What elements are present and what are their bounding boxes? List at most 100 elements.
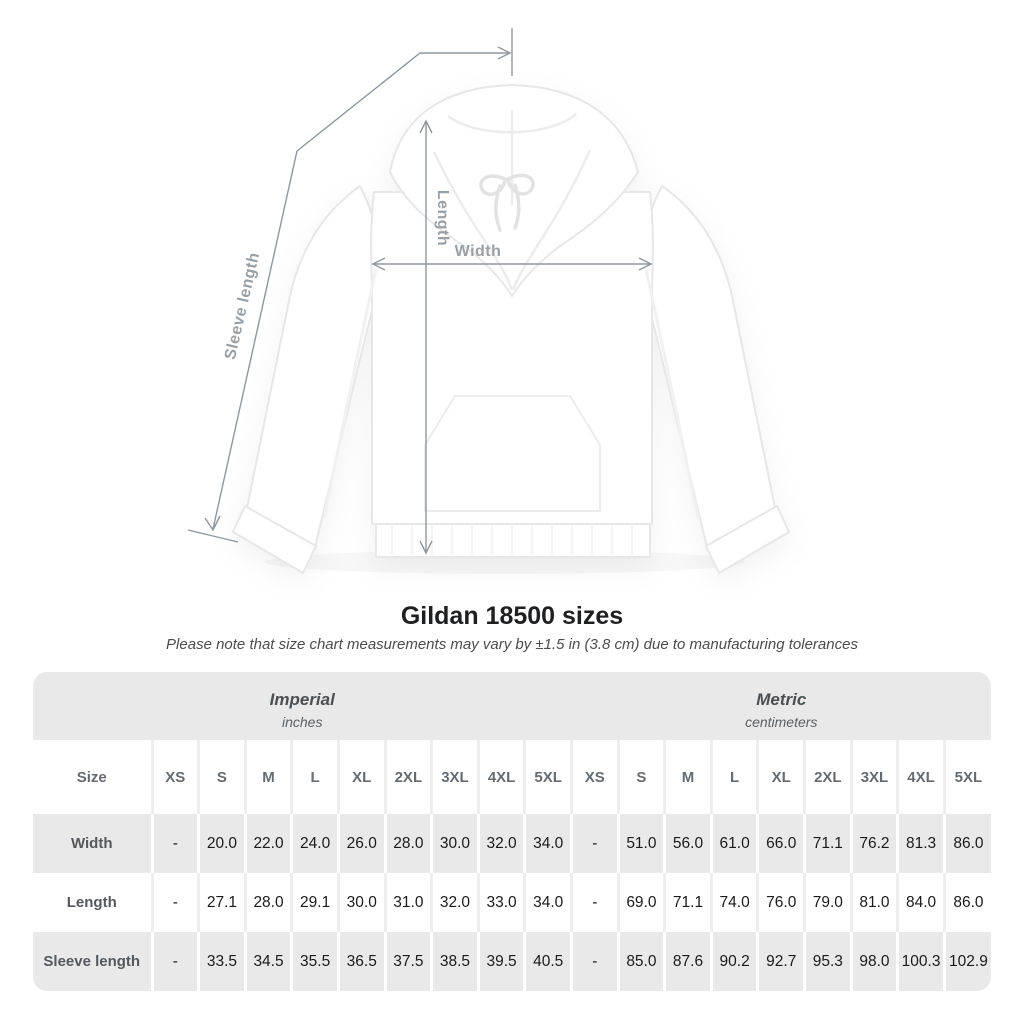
table-cell: 74.0 bbox=[709, 873, 758, 932]
section-title: Imperial bbox=[269, 690, 335, 709]
row-label: Length bbox=[33, 873, 152, 932]
table-cell: 34.0 bbox=[523, 873, 572, 932]
size-header-imperial-xs: XS bbox=[150, 740, 199, 814]
table-cell-text: 90.2 bbox=[719, 952, 750, 970]
size-header-metric-xl-text: XL bbox=[771, 768, 791, 786]
table-cell: 33.0 bbox=[476, 873, 525, 932]
table-cell-text: 32.0 bbox=[486, 834, 517, 852]
table-cell-text: - bbox=[172, 834, 178, 852]
table-cell: 81.0 bbox=[849, 873, 898, 932]
table-cell: 32.0 bbox=[430, 873, 479, 932]
table-cell: 32.0 bbox=[476, 814, 525, 873]
right-cuff bbox=[705, 505, 790, 574]
table-cell-text: 76.0 bbox=[766, 893, 797, 911]
table-cell: 81.3 bbox=[896, 814, 945, 873]
table-cell: 28.0 bbox=[383, 814, 432, 873]
table-cell: 66.0 bbox=[756, 814, 805, 873]
size-header-metric-m-text: M bbox=[681, 768, 695, 786]
table-cell: 102.9 bbox=[942, 932, 991, 991]
table-cell: - bbox=[569, 814, 619, 873]
table-cell: - bbox=[150, 932, 199, 991]
table-cell-text: 102.9 bbox=[949, 952, 988, 970]
size-header-imperial-m: M bbox=[243, 740, 292, 814]
size-header-imperial-4xl-text: 4XL bbox=[487, 768, 516, 786]
size-header-metric-s: S bbox=[616, 740, 665, 814]
table-cell: 24.0 bbox=[290, 814, 339, 873]
table-cell-text: 38.5 bbox=[439, 952, 471, 970]
size-header-imperial-5xl-text: 5XL bbox=[534, 768, 562, 786]
size-header-metric-2xl: 2XL bbox=[803, 740, 852, 814]
size-header-metric-5xl-text: 5XL bbox=[954, 768, 983, 786]
table-cell-text: 34.0 bbox=[533, 893, 564, 911]
hem-band bbox=[375, 523, 651, 558]
table-cell: 76.2 bbox=[849, 814, 898, 873]
right-sleeve bbox=[641, 185, 776, 548]
size-header-row: Size XS S M L XL 2XL 3XL 4XL 5XL XS S M L XL 2XL 3XL 4XL 5… bbox=[33, 740, 991, 814]
table-cell-text: 34.0 bbox=[533, 834, 564, 852]
size-header-imperial-3xl-text: 3XL bbox=[441, 768, 469, 786]
table-cell: 92.7 bbox=[756, 932, 805, 991]
table-cell: 84.0 bbox=[896, 873, 945, 932]
drawstring bbox=[479, 173, 535, 232]
table-cell: 34.0 bbox=[523, 814, 572, 873]
table-cell-text: - bbox=[172, 893, 178, 911]
table-cell-text: - bbox=[172, 952, 178, 970]
sleeve-length-label: Sleeve length bbox=[222, 251, 263, 362]
table-cell-text: 66.0 bbox=[766, 834, 797, 852]
table-cell-text: 37.5 bbox=[393, 952, 424, 970]
table-cell-text: 86.0 bbox=[953, 893, 984, 911]
length-label: Length bbox=[434, 190, 451, 246]
row-label: Width bbox=[33, 814, 152, 873]
table-cell-text: 39.5 bbox=[486, 952, 517, 970]
row-label: Sleeve length bbox=[33, 932, 152, 991]
size-header-imperial-l-text: L bbox=[310, 768, 320, 786]
row-label-text: Length bbox=[66, 894, 117, 911]
table-cell: 38.5 bbox=[430, 932, 479, 991]
table-cell: 37.5 bbox=[383, 932, 432, 991]
table-cell-text: 61.0 bbox=[719, 834, 750, 852]
row-label-text: Sleeve length bbox=[43, 953, 141, 970]
size-header-metric-xs-text: XS bbox=[584, 768, 605, 786]
table-cell-text: 28.0 bbox=[393, 834, 424, 852]
size-header-metric-l-text: L bbox=[730, 768, 740, 786]
table-cell: 29.1 bbox=[290, 873, 339, 932]
table-cell-text: 81.3 bbox=[905, 834, 937, 852]
table-cell: 100.3 bbox=[896, 932, 945, 991]
size-table: Imperial inches Metric centimeters Size XS S M L… bbox=[33, 672, 991, 991]
table-cell-text: 100.3 bbox=[901, 952, 941, 970]
table-cell-text: - bbox=[592, 834, 598, 852]
size-header-metric-3xl-text: 3XL bbox=[860, 768, 889, 786]
table-cell: 56.0 bbox=[663, 814, 712, 873]
table-cell-text: 34.5 bbox=[253, 952, 284, 970]
table-cell: 79.0 bbox=[803, 873, 852, 932]
table-cell: - bbox=[150, 814, 199, 873]
table-cell-text: 95.3 bbox=[812, 952, 843, 970]
section-header-imperial: Imperial inches bbox=[33, 672, 572, 740]
table-cell-text: 71.1 bbox=[812, 834, 843, 852]
size-header-imperial-3xl: 3XL bbox=[430, 740, 479, 814]
table-cell-text: 35.5 bbox=[300, 952, 331, 970]
table-cell-text: 30.0 bbox=[346, 893, 377, 911]
table-cell: 26.0 bbox=[336, 814, 386, 873]
size-header-imperial-5xl: 5XL bbox=[523, 740, 572, 814]
table-cell: 87.6 bbox=[663, 932, 712, 991]
table-row-width: Width - 20.0 22.0 24.0 26.0 28.0 30.0 32.0 34.0 - 5… bbox=[33, 814, 991, 873]
size-header-imperial-s: S bbox=[197, 740, 246, 814]
table-cell-text: 28.0 bbox=[253, 893, 284, 911]
size-header-imperial-xl: XL bbox=[336, 740, 386, 814]
size-header-metric-s-text: S bbox=[636, 768, 647, 786]
table-cell-text: 56.0 bbox=[672, 834, 704, 852]
table-cell: 30.0 bbox=[336, 873, 386, 932]
hood-folds bbox=[432, 110, 592, 291]
table-cell-text: 30.0 bbox=[439, 834, 471, 852]
width-arrow bbox=[371, 257, 653, 271]
table-cell: 71.1 bbox=[663, 873, 712, 932]
table-cell: 30.0 bbox=[430, 814, 479, 873]
length-arrow bbox=[419, 119, 433, 555]
size-column-header-text: Size bbox=[76, 768, 107, 786]
unit-band-row: Imperial inches Metric centimeters bbox=[33, 672, 991, 740]
table-cell: 98.0 bbox=[849, 932, 898, 991]
size-header-metric-3xl: 3XL bbox=[849, 740, 898, 814]
table-cell: 36.5 bbox=[336, 932, 386, 991]
size-header-imperial-m-text: M bbox=[262, 768, 275, 786]
